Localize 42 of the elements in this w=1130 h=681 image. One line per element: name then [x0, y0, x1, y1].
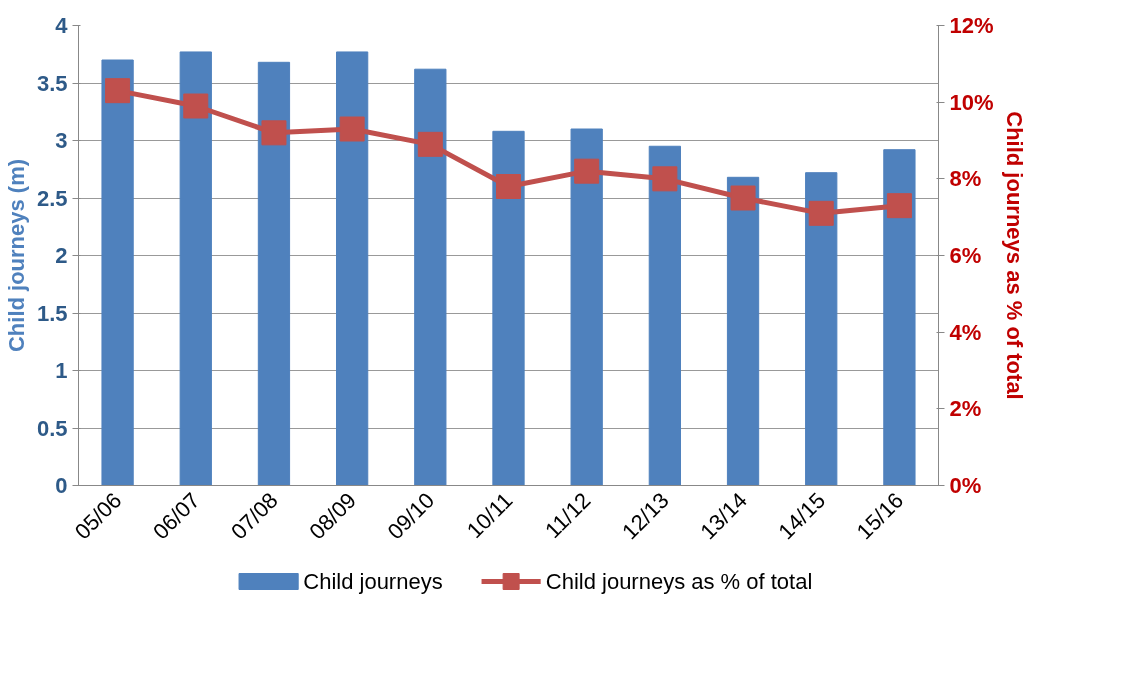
y2-axis-title: Child journeys as % of total	[1001, 111, 1027, 400]
y-tick-label: 4	[55, 13, 69, 38]
point	[417, 131, 443, 157]
bar	[101, 59, 134, 486]
point	[496, 174, 521, 199]
y-tick-label: 2.5	[36, 185, 68, 211]
y-tick-label: 2	[55, 243, 68, 268]
bar	[726, 176, 760, 486]
y-tick-label: 1.5	[36, 300, 68, 326]
bar	[570, 128, 603, 486]
bar	[805, 172, 838, 486]
bar	[179, 51, 212, 486]
point	[886, 193, 912, 219]
legend-label: Child journeys as % of total	[545, 569, 813, 594]
y-axis-title: Child journeys (m)	[3, 158, 29, 353]
point	[339, 116, 365, 142]
y2-tick-label: 4%	[949, 319, 982, 345]
point	[808, 200, 834, 226]
y2-tick-label: 12%	[949, 13, 994, 38]
point	[730, 185, 756, 211]
y-tick-label: 3	[55, 128, 68, 153]
bar	[336, 51, 369, 486]
y2-tick-label: 10%	[949, 89, 994, 115]
bar	[257, 61, 291, 486]
y-tick-label: 1	[55, 358, 68, 383]
point	[652, 166, 678, 192]
y2-tick-label: 2%	[949, 396, 982, 422]
y2-tick-label: 0%	[949, 473, 982, 498]
point	[574, 158, 600, 184]
y2-tick-label: 6%	[949, 243, 982, 268]
y-tick-label: 0	[55, 473, 68, 498]
y2-tick-label: 8%	[949, 166, 982, 192]
legend-label: Child journeys	[303, 569, 443, 594]
bar	[883, 149, 916, 486]
point	[261, 120, 287, 146]
point	[105, 78, 131, 104]
bar	[414, 68, 447, 486]
bar	[492, 130, 525, 486]
bar	[648, 145, 681, 486]
point	[183, 93, 209, 119]
y-tick-label: 0.5	[36, 415, 68, 441]
y-tick-label: 3.5	[36, 70, 68, 96]
